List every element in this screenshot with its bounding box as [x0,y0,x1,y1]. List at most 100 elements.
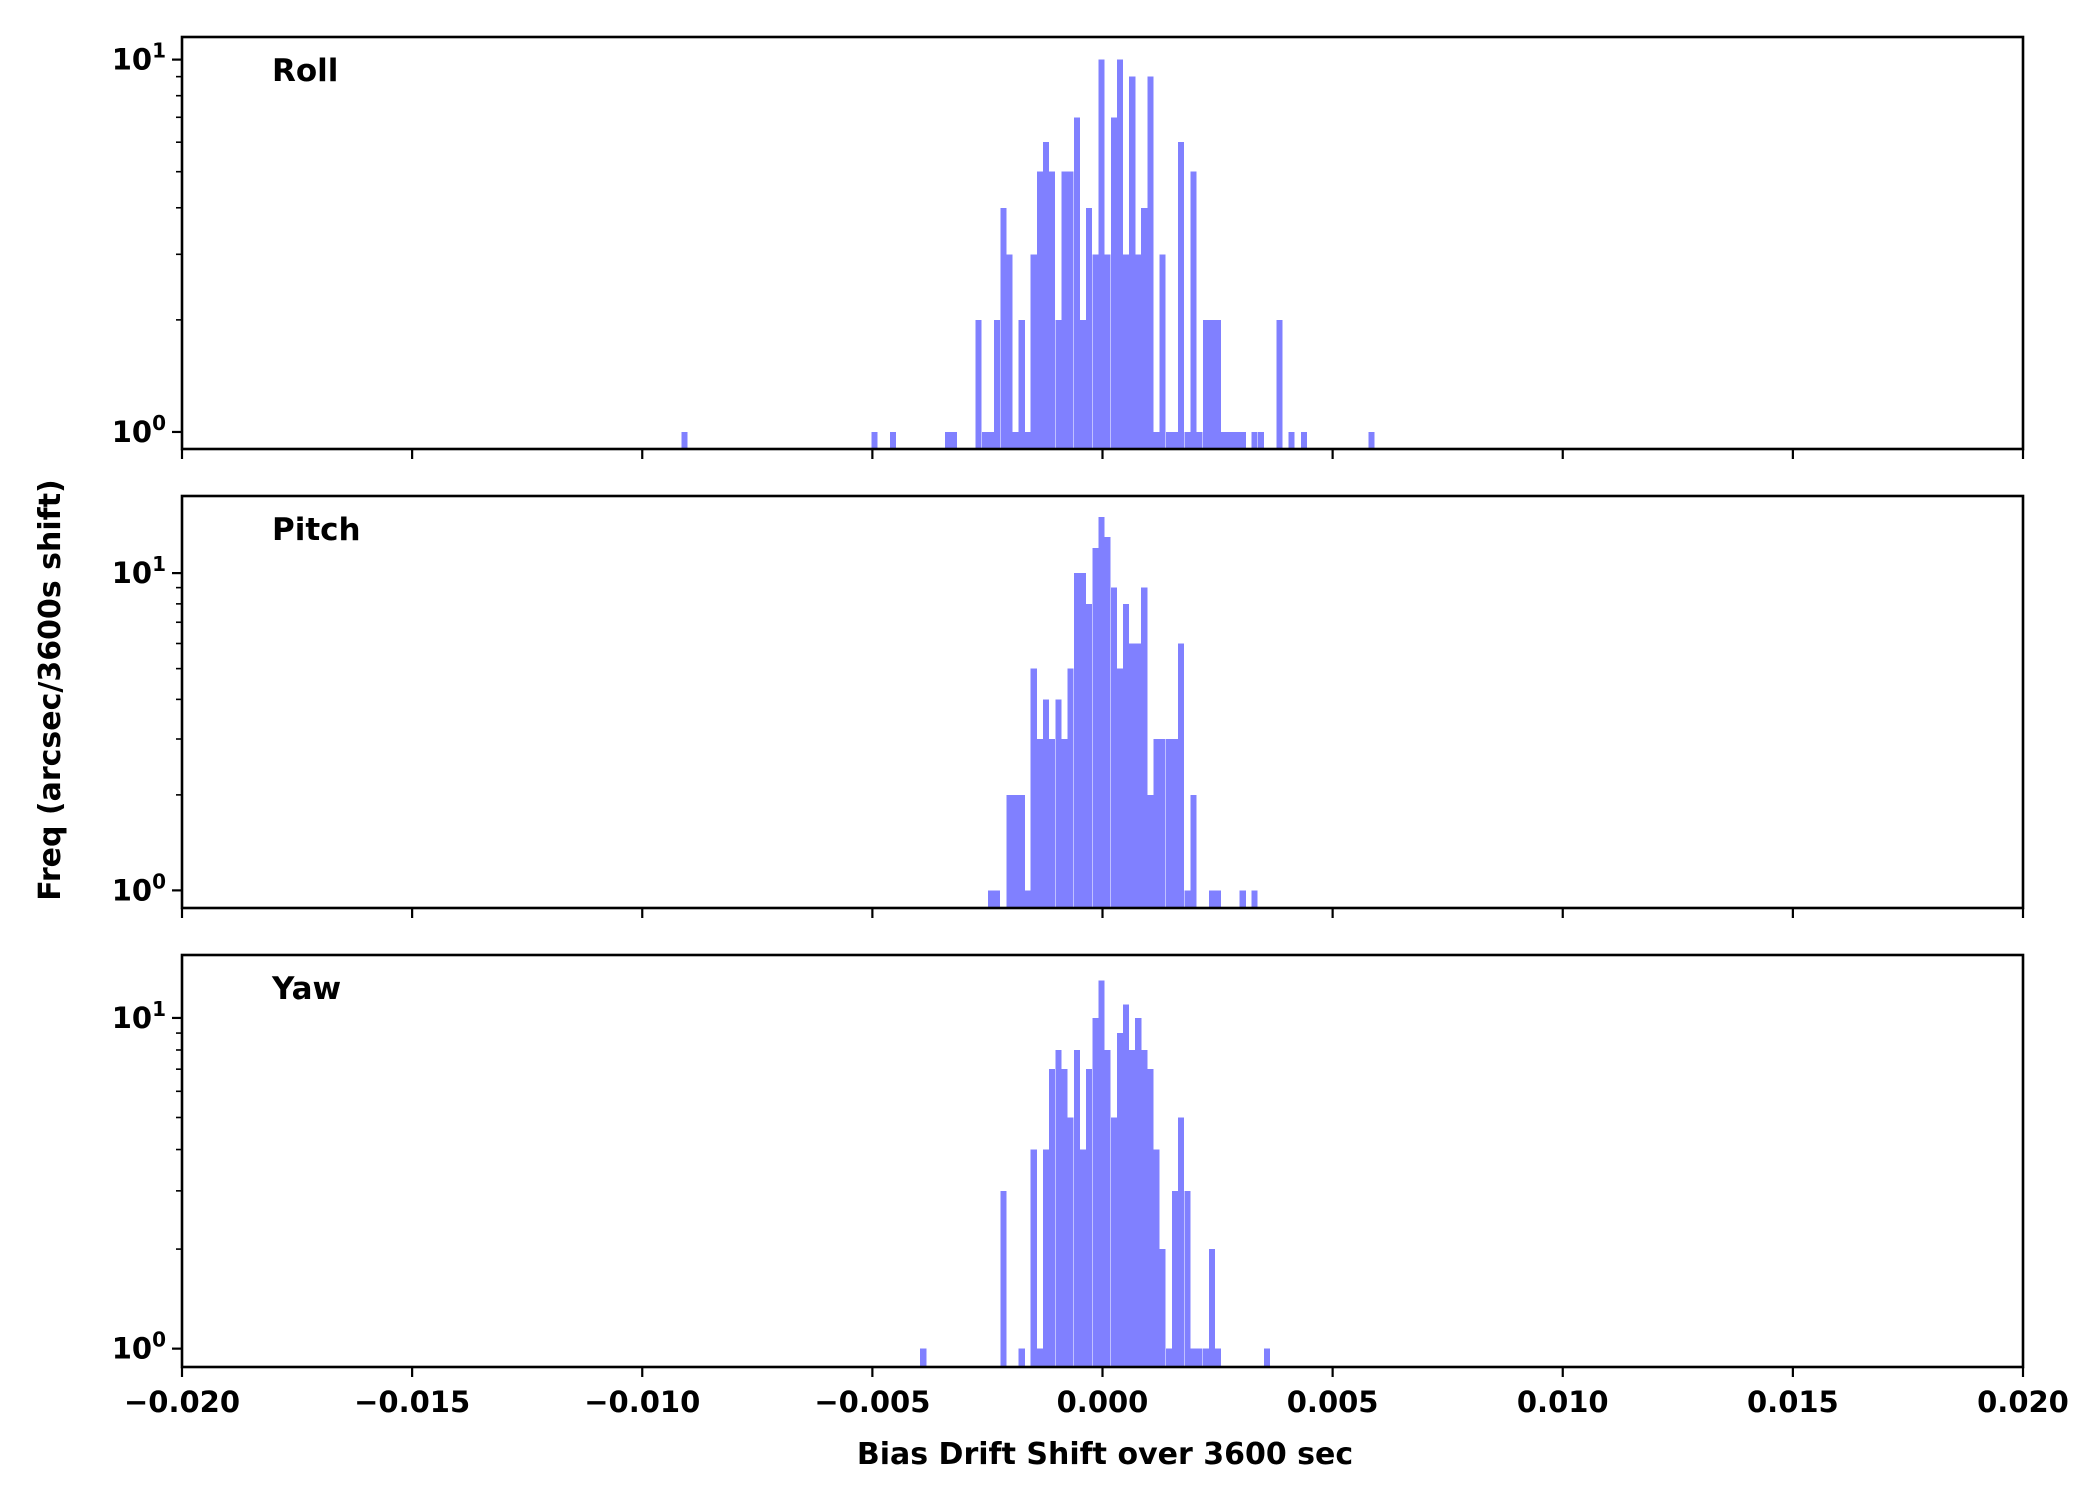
x-tick-label: 0.005 [1287,1385,1379,1419]
histogram-bar [1300,431,1307,449]
x-tick-label: −0.020 [124,1385,240,1419]
histogram-bar [1037,171,1044,450]
histogram-bar [1251,431,1258,449]
histogram-bar [681,431,688,449]
histogram-bar [1177,142,1185,450]
histogram-bar [1214,319,1221,449]
histogram-bar [945,431,952,449]
histogram-bar [1221,431,1228,449]
histogram-bar [1024,890,1031,908]
histogram-bar [1085,1069,1093,1367]
histogram-bar [1098,980,1105,1367]
histogram-bar [1177,643,1185,908]
histogram-bar [1208,1249,1215,1367]
histogram-bar [1116,59,1123,449]
histogram-bar [1202,1348,1209,1367]
histogram-bar [1043,1149,1050,1367]
histogram-bar [1141,587,1148,908]
x-tick-label: −0.010 [584,1385,700,1419]
histogram-bar [1368,431,1375,449]
histogram-bar [1190,171,1197,450]
histogram-bar [1251,890,1258,908]
panel-label: Pitch [272,512,361,548]
histogram-bar [1055,699,1062,908]
histogram-bar [1159,739,1166,908]
histogram-bar [1092,547,1099,908]
histogram-bar [1085,207,1093,449]
histogram-bar [1166,1348,1173,1367]
y-tick-label: 101 [112,552,166,590]
histogram-bar [1166,431,1173,449]
histogram-bar [1018,794,1025,908]
histogram-bar [987,431,995,449]
histogram-bar [1129,76,1136,449]
panel-pitch: 100 101 Pitch [112,494,2025,918]
histogram-bar [993,890,1001,908]
histogram-bar [1171,431,1179,449]
histogram-bar [1196,431,1203,449]
histogram-bar [1171,1190,1179,1367]
panel-yaw: −0.020 −0.015 −0.010 −0.005 0.000 0.005 0.010 0… [112,953,2069,1419]
histogram-bar [1006,794,1013,908]
histogram-bar [1030,254,1037,449]
histogram-bar [1214,890,1221,908]
y-tick-label: 100 [112,411,166,449]
histogram-bar [1171,739,1179,908]
histogram-bar [1018,1348,1025,1367]
histogram-bar [1208,319,1215,449]
histogram-bar [871,431,878,449]
histogram-bar [1073,573,1081,908]
histogram-bar [1092,254,1099,449]
histogram-bar [1012,794,1019,908]
histogram-bar [1073,117,1081,450]
histogram-bar [1122,603,1129,908]
histogram-bar [1147,794,1154,908]
histogram-bar [1061,1069,1068,1367]
histogram-bar [993,319,1001,449]
histogram-bar [1037,1348,1044,1367]
histogram-bar [975,319,982,449]
histogram-bar [1135,254,1142,449]
histogram-bar [1208,890,1215,908]
y-axis-label: Freq (arcsec/3600s shift) [33,479,68,901]
histogram-bar [1079,1149,1087,1367]
histogram-bar [1079,319,1087,449]
histogram-bar [1079,573,1087,908]
histogram-bar [1214,1348,1221,1367]
histogram-bar [1049,171,1056,450]
histogram-bar [1116,668,1123,908]
histogram-bar [1030,668,1037,908]
histogram-bar [1159,1249,1166,1367]
histogram-bar [1061,171,1068,450]
histogram-bar [1067,1117,1074,1367]
histogram-bar [1159,254,1166,449]
histogram-bar [1184,1190,1191,1367]
histogram-bar [1110,1117,1117,1367]
histogram-bar [1043,699,1050,908]
histogram-bar [1000,207,1007,449]
x-tick-label: −0.015 [354,1385,470,1419]
y-tick-label: 100 [112,1328,166,1366]
histogram-bar [1098,59,1105,449]
histogram-bar [1166,739,1173,908]
histogram-bar [987,890,995,908]
histogram-bar [1043,142,1050,450]
x-tick-label: 0.000 [1057,1385,1149,1419]
histogram-bar [1049,739,1056,908]
histogram-bar [1055,1049,1062,1367]
panel-label: Roll [272,53,338,89]
histogram-bar [1239,890,1246,908]
x-tick-label: 0.015 [1747,1385,1839,1419]
histogram-bar [1104,536,1111,908]
histogram-bar [1153,1149,1160,1367]
histogram-bar [1122,1004,1129,1367]
histogram-bar [1184,431,1191,449]
histogram-bar [1104,1049,1111,1367]
histogram-bar [1110,117,1117,450]
histogram-bar [1006,254,1013,449]
histogram-bar [1073,1049,1081,1367]
histogram-bar [1055,319,1062,449]
histogram-bar [1288,431,1295,449]
